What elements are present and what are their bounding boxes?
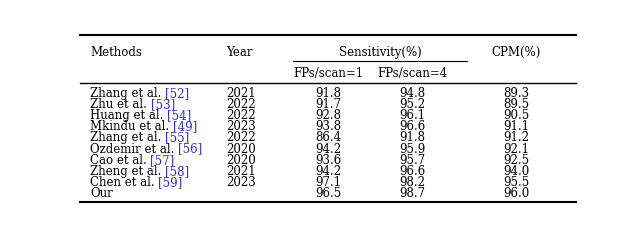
- Text: [57]: [57]: [150, 154, 175, 167]
- Text: Zhang et al.: Zhang et al.: [90, 131, 165, 144]
- Text: 98.2: 98.2: [399, 176, 426, 189]
- Text: 91.8: 91.8: [399, 131, 426, 144]
- Text: 96.0: 96.0: [503, 187, 530, 200]
- Text: 2022: 2022: [227, 109, 256, 122]
- Text: [58]: [58]: [165, 165, 189, 178]
- Text: 2020: 2020: [227, 143, 256, 156]
- Text: 89.3: 89.3: [504, 87, 529, 100]
- Text: [55]: [55]: [165, 131, 189, 144]
- Text: [54]: [54]: [167, 109, 191, 122]
- Text: 98.7: 98.7: [399, 187, 426, 200]
- Text: [52]: [52]: [165, 87, 189, 100]
- Text: 2022: 2022: [227, 98, 256, 111]
- Text: Chen et al.: Chen et al.: [90, 176, 158, 189]
- Text: FPs/scan=1: FPs/scan=1: [293, 67, 363, 80]
- Text: 93.6: 93.6: [315, 154, 341, 167]
- Text: Year: Year: [227, 46, 253, 59]
- Text: [49]: [49]: [173, 120, 197, 133]
- Text: Our: Our: [90, 187, 113, 200]
- Text: 2023: 2023: [227, 120, 256, 133]
- Text: Huang et al.: Huang et al.: [90, 109, 167, 122]
- Text: 96.1: 96.1: [399, 109, 426, 122]
- Text: 2023: 2023: [227, 176, 256, 189]
- Text: Zheng et al.: Zheng et al.: [90, 165, 165, 178]
- Text: 96.6: 96.6: [399, 120, 426, 133]
- Text: 96.6: 96.6: [399, 165, 426, 178]
- Text: 92.8: 92.8: [315, 109, 341, 122]
- Text: 91.2: 91.2: [504, 131, 529, 144]
- Text: 2021: 2021: [227, 87, 256, 100]
- Text: Zhu et al.: Zhu et al.: [90, 98, 150, 111]
- Text: [56]: [56]: [178, 143, 202, 156]
- Text: Cao et al.: Cao et al.: [90, 154, 150, 167]
- Text: Methods: Methods: [90, 46, 142, 59]
- Text: 97.1: 97.1: [315, 176, 341, 189]
- Text: 93.8: 93.8: [315, 120, 341, 133]
- Text: 94.2: 94.2: [315, 165, 341, 178]
- Text: 2020: 2020: [227, 154, 256, 167]
- Text: 95.7: 95.7: [399, 154, 426, 167]
- Text: CPM(%): CPM(%): [492, 46, 541, 59]
- Text: 95.2: 95.2: [399, 98, 426, 111]
- Text: 92.1: 92.1: [504, 143, 529, 156]
- Text: 92.5: 92.5: [504, 154, 529, 167]
- Text: 89.5: 89.5: [504, 98, 529, 111]
- Text: 95.9: 95.9: [399, 143, 426, 156]
- Text: 91.1: 91.1: [504, 120, 529, 133]
- Text: 96.5: 96.5: [315, 187, 341, 200]
- Text: 94.8: 94.8: [399, 87, 426, 100]
- Text: [53]: [53]: [150, 98, 175, 111]
- Text: 91.7: 91.7: [315, 98, 341, 111]
- Text: Ozdemir et al.: Ozdemir et al.: [90, 143, 178, 156]
- Text: 95.5: 95.5: [503, 176, 530, 189]
- Text: 94.2: 94.2: [315, 143, 341, 156]
- Text: 90.5: 90.5: [503, 109, 530, 122]
- Text: Zhang et al.: Zhang et al.: [90, 87, 165, 100]
- Text: 94.0: 94.0: [503, 165, 530, 178]
- Text: FPs/scan=4: FPs/scan=4: [377, 67, 447, 80]
- Text: 2022: 2022: [227, 131, 256, 144]
- Text: Sensitivity(%): Sensitivity(%): [339, 46, 422, 59]
- Text: [59]: [59]: [158, 176, 182, 189]
- Text: 86.4: 86.4: [315, 131, 341, 144]
- Text: Mkindu et al.: Mkindu et al.: [90, 120, 173, 133]
- Text: 2021: 2021: [227, 165, 256, 178]
- Text: 91.8: 91.8: [315, 87, 341, 100]
